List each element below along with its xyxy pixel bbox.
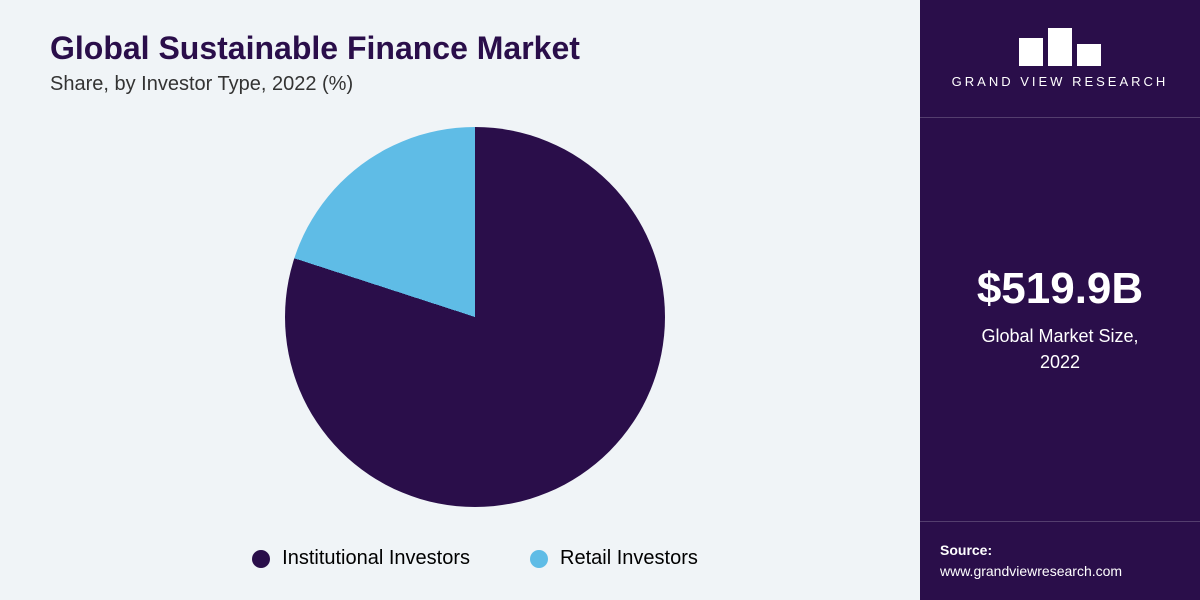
chart-title: Global Sustainable Finance Market xyxy=(50,30,900,67)
source-box: Source: www.grandviewresearch.com xyxy=(920,521,1200,600)
chart-subtitle: Share, by Investor Type, 2022 (%) xyxy=(50,73,900,96)
source-url: www.grandviewresearch.com xyxy=(940,561,1180,582)
legend-item-retail: Retail Investors xyxy=(530,547,698,570)
legend: Institutional Investors Retail Investors xyxy=(50,527,900,580)
brand-logo: GRAND VIEW RESEARCH xyxy=(920,0,1200,118)
main-panel: Global Sustainable Finance Market Share,… xyxy=(0,0,920,600)
legend-item-institutional: Institutional Investors xyxy=(252,547,470,570)
stat-value: $519.9B xyxy=(977,264,1143,314)
legend-label: Retail Investors xyxy=(560,547,698,570)
stat-label: Global Market Size, 2022 xyxy=(981,324,1138,374)
chart-area xyxy=(50,106,900,527)
legend-swatch-icon xyxy=(530,550,548,568)
source-label: Source: xyxy=(940,540,1180,561)
legend-swatch-icon xyxy=(252,550,270,568)
legend-label: Institutional Investors xyxy=(282,547,470,570)
logo-bars-icon xyxy=(940,28,1180,66)
sidebar: GRAND VIEW RESEARCH $519.9B Global Marke… xyxy=(920,0,1200,600)
brand-text: GRAND VIEW RESEARCH xyxy=(940,74,1180,89)
pie-chart xyxy=(285,127,665,507)
stat-box: $519.9B Global Market Size, 2022 xyxy=(920,118,1200,521)
